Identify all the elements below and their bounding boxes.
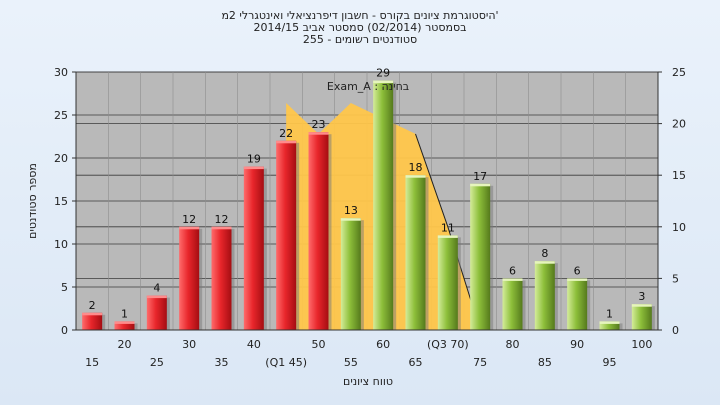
x-tick-label-9: 60 bbox=[376, 338, 390, 351]
bar-14 bbox=[534, 261, 555, 330]
bar-top-17 bbox=[631, 304, 652, 307]
bar-value-label-10: 18 bbox=[409, 161, 423, 174]
x-tick-label-5: 40 bbox=[247, 338, 261, 351]
bar-value-label-14: 8 bbox=[541, 247, 548, 260]
bar-value-label-15: 6 bbox=[574, 264, 581, 277]
bar-value-label-2: 4 bbox=[153, 282, 160, 295]
x-tick-label-2: 25 bbox=[150, 356, 164, 369]
x-tick-label-17: 100 bbox=[631, 338, 652, 351]
y-tick-label-10: 10 bbox=[54, 238, 68, 251]
chart-subtitle-2: סטודנטים רשומים - 255 bbox=[302, 33, 418, 46]
bar-value-label-11: 11 bbox=[441, 221, 455, 234]
chart-title: 'היסטוגרמת ציונים בקורס - חשבון דיפרנציא… bbox=[221, 9, 499, 22]
bar-9 bbox=[373, 80, 394, 330]
bar-top-3 bbox=[179, 226, 200, 230]
y-tick-label-15: 15 bbox=[54, 195, 68, 208]
x-tick-label-16: 95 bbox=[603, 356, 617, 369]
x-tick-label-13: 80 bbox=[506, 338, 520, 351]
bar-value-label-4: 12 bbox=[215, 213, 229, 226]
bar-value-label-0: 2 bbox=[89, 299, 96, 312]
bar-top-2 bbox=[146, 295, 167, 299]
y-tick-label-5: 5 bbox=[61, 281, 68, 294]
bar-value-label-13: 6 bbox=[509, 264, 516, 277]
bar-top-5 bbox=[243, 166, 264, 170]
y2-tick-label-25: 25 bbox=[672, 66, 686, 79]
bar-top-10 bbox=[405, 175, 426, 178]
x-tick-label-1: 20 bbox=[118, 338, 132, 351]
bar-11 bbox=[437, 235, 458, 330]
bar-top-15 bbox=[567, 278, 588, 281]
bar-0 bbox=[82, 312, 103, 330]
chart-title-block: 'היסטוגרמת ציונים בקורס - חשבון דיפרנציא… bbox=[0, 10, 720, 46]
y-tick-label-20: 20 bbox=[54, 152, 68, 165]
bar-value-label-7: 23 bbox=[312, 118, 326, 131]
bar-top-16 bbox=[599, 321, 620, 324]
x-tick-label-7: 50 bbox=[312, 338, 326, 351]
y2-tick-label-5: 5 bbox=[672, 272, 679, 285]
bar-value-label-12: 17 bbox=[473, 170, 487, 183]
bar-value-label-5: 19 bbox=[247, 153, 261, 166]
x-tick-label-10: 65 bbox=[409, 356, 423, 369]
bar-2 bbox=[146, 295, 167, 330]
bar-1 bbox=[114, 321, 135, 330]
bar-top-13 bbox=[502, 278, 523, 281]
bar-12 bbox=[470, 183, 491, 330]
bar-value-label-17: 3 bbox=[638, 290, 645, 303]
chart-subtitle: בסמסטר (02/2014) סמסטר אביב 2014/15 bbox=[253, 21, 467, 34]
bar-7 bbox=[308, 132, 329, 330]
bar-13 bbox=[502, 278, 523, 330]
bar-top-9 bbox=[373, 80, 394, 84]
bar-15 bbox=[567, 278, 588, 330]
bar-top-6 bbox=[276, 140, 297, 144]
bar-4 bbox=[211, 226, 232, 330]
bar-top-1 bbox=[114, 321, 135, 324]
bar-value-label-3: 12 bbox=[182, 213, 196, 226]
y2-tick-label-20: 20 bbox=[672, 118, 686, 131]
bar-top-8 bbox=[340, 218, 361, 221]
y-tick-label-0: 0 bbox=[61, 324, 68, 337]
bar-top-4 bbox=[211, 226, 232, 230]
bar-value-label-6: 22 bbox=[279, 127, 293, 140]
x-tick-label-0: 15 bbox=[85, 356, 99, 369]
bar-6 bbox=[276, 140, 297, 330]
y-tick-label-25: 25 bbox=[54, 109, 68, 122]
distribution-area-edge bbox=[415, 133, 481, 331]
y-tick-label-30: 30 bbox=[54, 66, 68, 79]
bar-17 bbox=[631, 304, 652, 330]
x-tick-label-3: 30 bbox=[182, 338, 196, 351]
x-tick-label-14: 85 bbox=[538, 356, 552, 369]
x-tick-label-4: 35 bbox=[215, 356, 229, 369]
bar-top-12 bbox=[470, 183, 491, 187]
bar-value-label-1: 1 bbox=[121, 307, 128, 320]
chart-annotation: בחינה : Exam_A bbox=[327, 80, 409, 93]
x-tick-label-12: 75 bbox=[473, 356, 487, 369]
bar-top-14 bbox=[534, 261, 555, 264]
bar-8 bbox=[340, 218, 361, 330]
bar-value-label-9: 29 bbox=[376, 67, 390, 80]
x-tick-label-8: 55 bbox=[344, 356, 358, 369]
x-tick-label-15: 90 bbox=[570, 338, 584, 351]
y-axis-title: מספר סטודנטים bbox=[26, 163, 39, 239]
x-tick-label-11: (Q3 70) bbox=[427, 338, 469, 351]
bar-10 bbox=[405, 175, 426, 330]
bar-3 bbox=[179, 226, 200, 330]
bar-top-7 bbox=[308, 132, 329, 135]
y2-tick-label-0: 0 bbox=[672, 324, 679, 337]
bar-top-11 bbox=[437, 235, 458, 238]
x-axis-title: טווח ציונים bbox=[343, 375, 393, 388]
y2-tick-label-15: 15 bbox=[672, 169, 686, 182]
bar-value-label-8: 13 bbox=[344, 204, 358, 217]
bar-5 bbox=[243, 166, 264, 330]
bar-top-0 bbox=[82, 312, 103, 316]
bar-value-label-16: 1 bbox=[606, 307, 613, 320]
bar-16 bbox=[599, 321, 620, 330]
x-tick-label-6: (Q1 45) bbox=[265, 356, 307, 369]
y2-tick-label-10: 10 bbox=[672, 221, 686, 234]
